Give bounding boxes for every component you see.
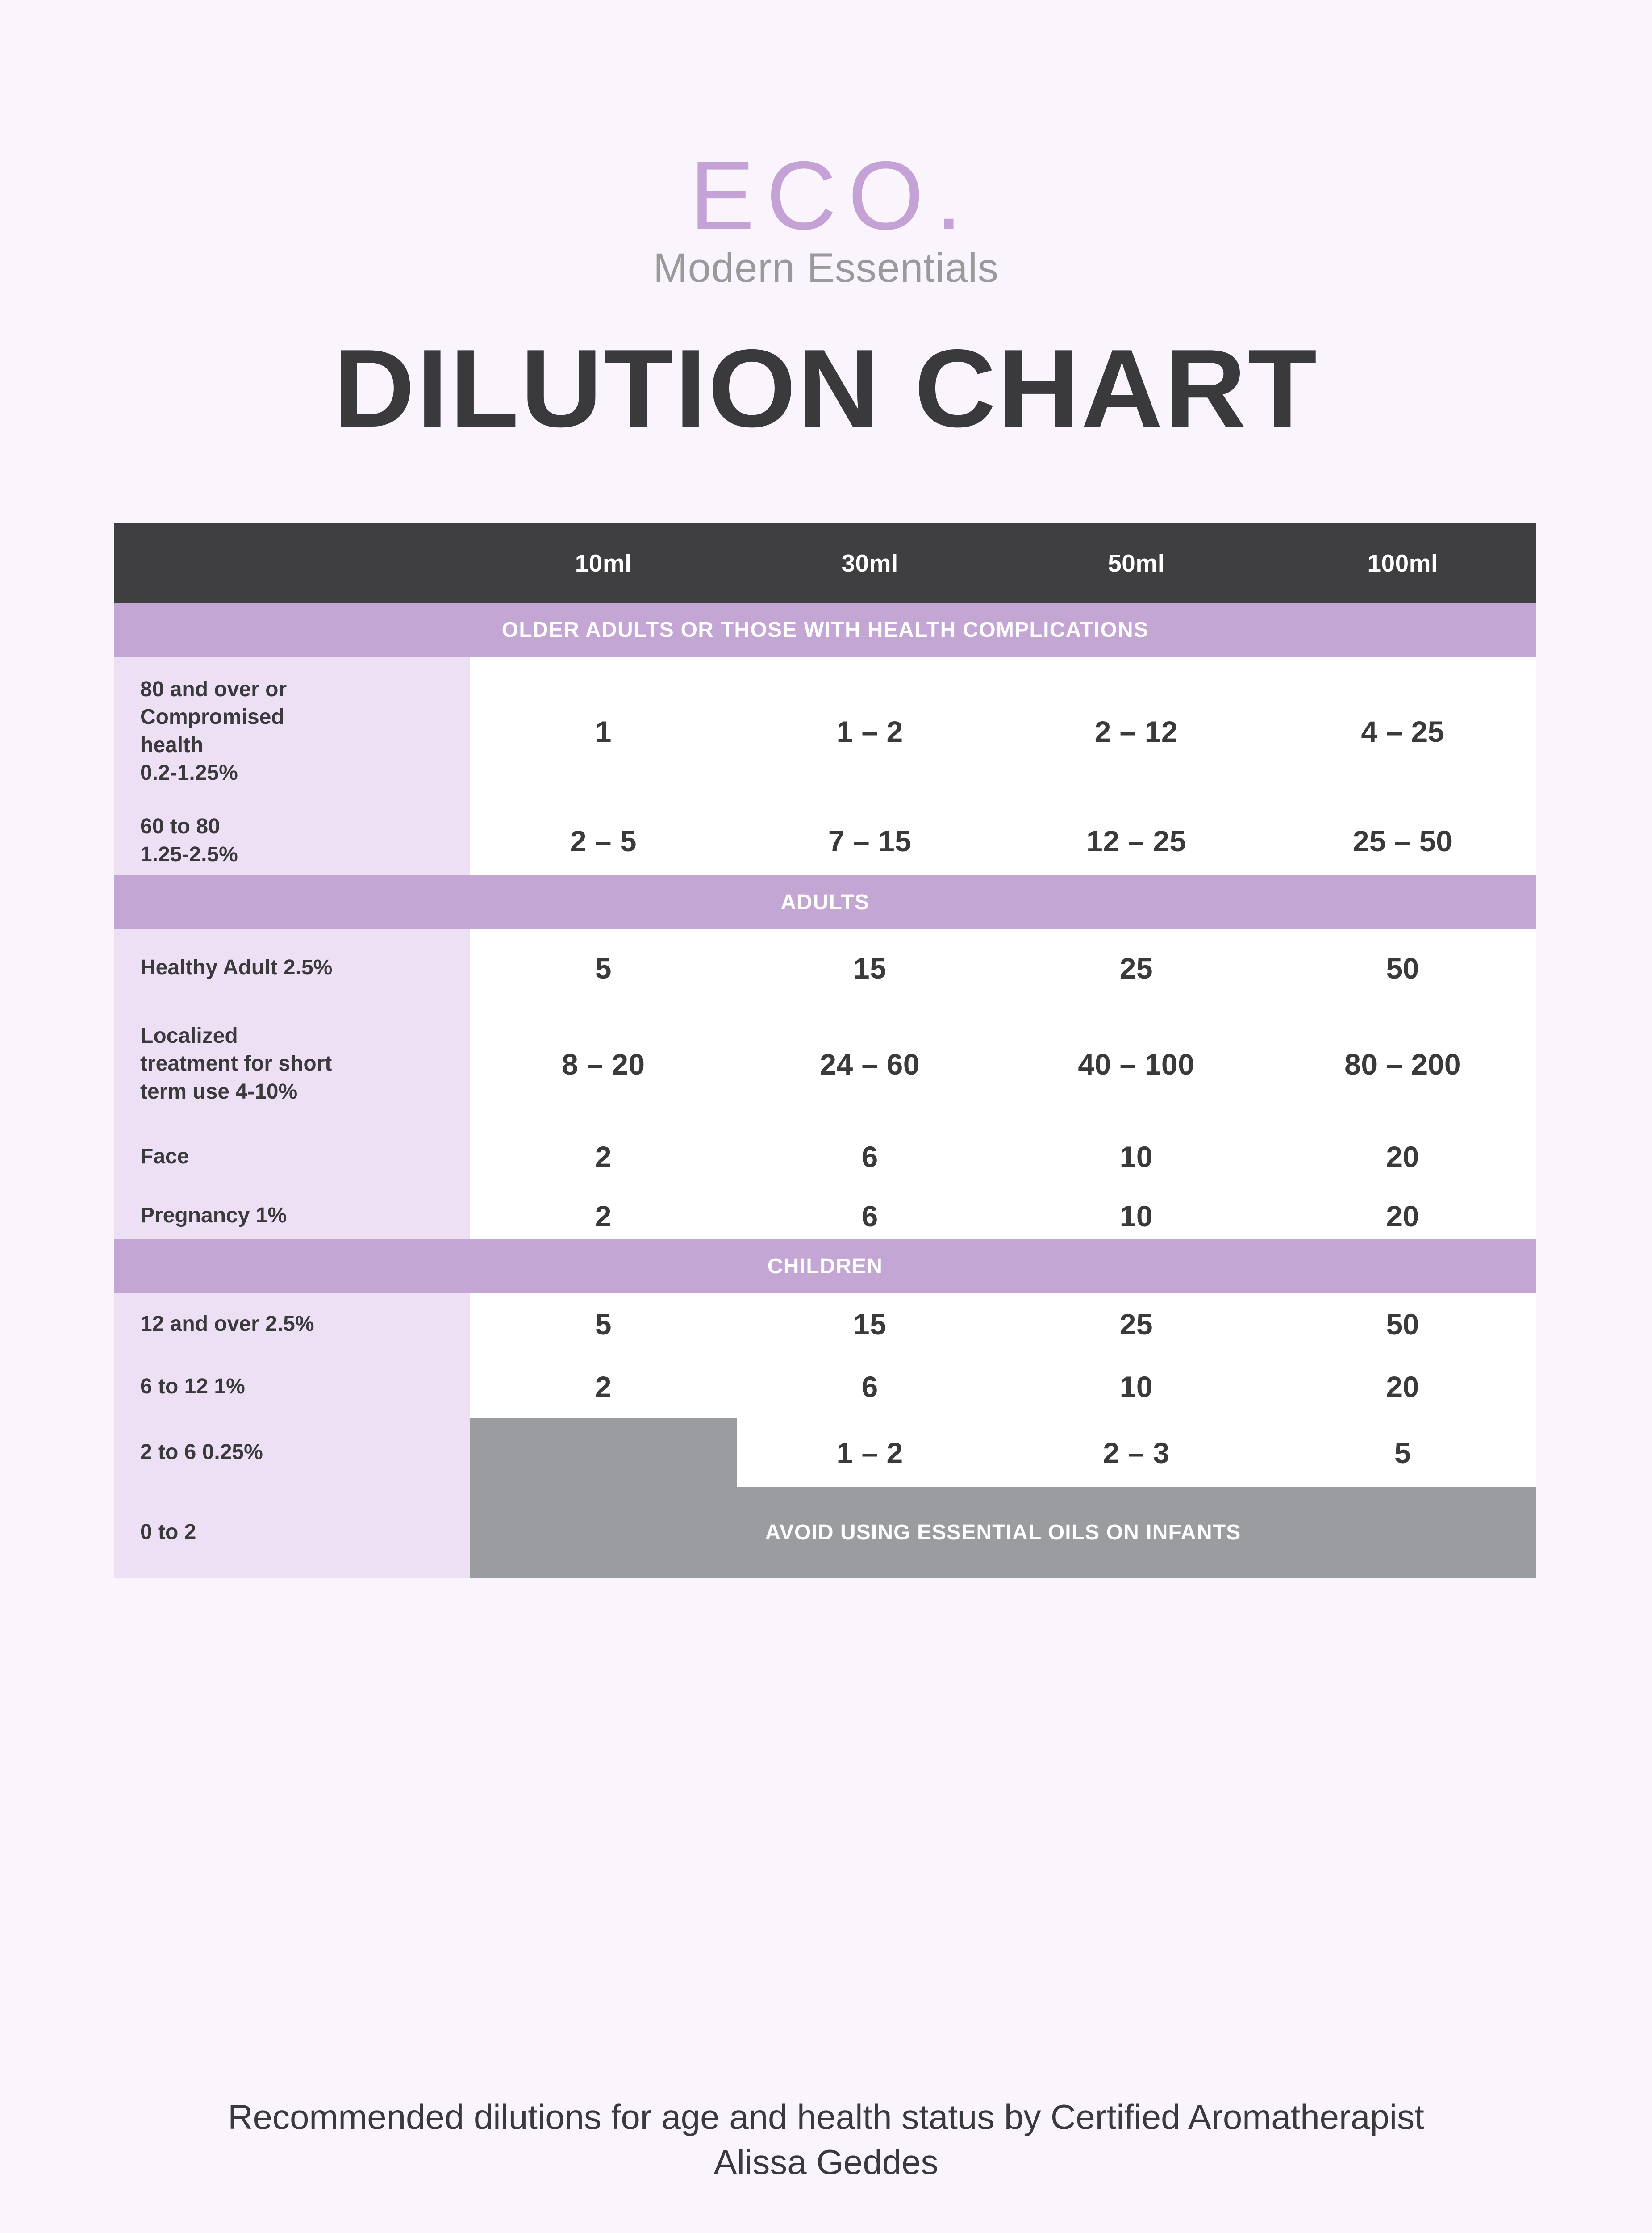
row-label-cell: Pregnancy 1% — [114, 1192, 470, 1239]
table-header-row: 10ml 30ml 50ml 100ml — [114, 523, 1536, 603]
row-label-text: 80 and over or Compromised health 0.2-1.… — [140, 677, 287, 785]
row-label-cell: 0 to 2 — [114, 1487, 470, 1578]
section-title-text: OLDER ADULTS OR THOSE WITH HEALTH COMPLI… — [501, 618, 1149, 642]
row-label-text: 60 to 80 1.25-2.5% — [140, 815, 238, 866]
row-label-text: 2 to 6 0.25% — [140, 1440, 263, 1464]
value-cell-100ml: 20 — [1386, 1370, 1419, 1403]
value-cell-10ml: 5 — [595, 951, 612, 985]
table-row: 60 to 80 1.25-2.5% 2 – 5 7 – 15 12 – 25 … — [114, 806, 1536, 875]
value-cell-30ml: 6 — [861, 1370, 878, 1403]
value-cell-10ml: 8 – 20 — [562, 1047, 645, 1081]
row-label-cell: 2 to 6 0.25% — [114, 1418, 470, 1487]
value-cell-10ml: 2 — [595, 1199, 612, 1233]
value-cell-50ml: 2 – 3 — [1103, 1436, 1170, 1469]
value-cell-100ml: 20 — [1386, 1199, 1419, 1233]
value-cell-30ml: 6 — [861, 1140, 878, 1173]
value-cell-100ml: 4 – 25 — [1361, 715, 1444, 748]
value-cell-100ml: 20 — [1386, 1140, 1419, 1173]
value-cell-30ml: 15 — [853, 1308, 887, 1341]
value-cell-50ml: 10 — [1119, 1140, 1153, 1173]
header-cell-50ml: 50ml — [1108, 549, 1165, 577]
section-title-text: ADULTS — [780, 890, 870, 914]
row-label-text: Face — [140, 1144, 189, 1168]
value-cell-50ml: 40 – 100 — [1078, 1047, 1195, 1081]
header-cell-100ml: 100ml — [1367, 549, 1438, 577]
header-cell-30ml: 30ml — [841, 549, 898, 577]
table-row: 2 to 6 0.25% 1 – 2 2 – 3 5 — [114, 1418, 1536, 1487]
row-label-cell: 60 to 80 1.25-2.5% — [114, 806, 470, 875]
value-cell-50ml: 10 — [1119, 1199, 1153, 1233]
section-header-children: CHILDREN — [114, 1239, 1536, 1293]
value-cell-100ml: 25 – 50 — [1352, 824, 1453, 857]
table-row: Healthy Adult 2.5% 5 15 25 50 — [114, 929, 1536, 1007]
value-cell-10ml: 1 — [595, 715, 612, 748]
dilution-table: 10ml 30ml 50ml 100ml OLDER ADULTS OR THO… — [114, 523, 1536, 1578]
header-cell-10ml: 10ml — [575, 549, 632, 577]
section-header-older-adults: OLDER ADULTS OR THOSE WITH HEALTH COMPLI… — [114, 603, 1536, 657]
brand-mark: ECO. — [689, 142, 974, 250]
footer-note: Recommended dilutions for age and health… — [228, 2097, 1424, 2182]
row-label-text: Localized treatment for short term use 4… — [140, 1024, 332, 1104]
section-header-adults: ADULTS — [114, 875, 1536, 929]
value-cell-50ml: 10 — [1119, 1370, 1153, 1403]
value-cell-10ml-blocked — [470, 1418, 737, 1487]
value-cell-50ml: 25 — [1119, 1308, 1153, 1341]
page-title: DILUTION CHART — [333, 326, 1319, 450]
value-cell-100ml: 5 — [1394, 1436, 1411, 1469]
table-row: Localized treatment for short term use 4… — [114, 1007, 1536, 1121]
value-cell-50ml: 25 — [1119, 951, 1153, 985]
table-row: Face 2 6 10 20 — [114, 1121, 1536, 1192]
value-cell-30ml: 15 — [853, 951, 887, 985]
row-label-text: Pregnancy 1% — [140, 1204, 287, 1228]
row-label-text: Healthy Adult 2.5% — [140, 956, 333, 980]
value-cell-10ml: 5 — [595, 1308, 612, 1341]
row-label-cell: Healthy Adult 2.5% — [114, 929, 470, 1007]
value-cell-10ml: 2 — [595, 1140, 612, 1173]
row-label-cell: Localized treatment for short term use 4… — [114, 1007, 470, 1121]
value-cell-10ml: 2 — [595, 1370, 612, 1403]
value-cell-100ml: 50 — [1386, 951, 1419, 985]
table-row: Pregnancy 1% 2 6 10 20 — [114, 1192, 1536, 1239]
table-row: 80 and over or Compromised health 0.2-1.… — [114, 657, 1536, 806]
value-cell-100ml: 80 – 200 — [1344, 1047, 1461, 1081]
brand-subtitle: Modern Essentials — [653, 245, 999, 291]
value-cell-30ml: 24 – 60 — [820, 1047, 920, 1081]
row-label-text: 0 to 2 — [140, 1520, 196, 1544]
row-label-cell: 80 and over or Compromised health 0.2-1.… — [114, 657, 470, 806]
row-label-text: 12 and over 2.5% — [140, 1312, 314, 1336]
value-cell-30ml: 6 — [861, 1199, 878, 1233]
row-label-cell: 6 to 12 1% — [114, 1355, 470, 1418]
row-label-cell: 12 and over 2.5% — [114, 1293, 470, 1355]
value-cell-50ml: 2 – 12 — [1094, 715, 1178, 748]
value-cell-30ml: 1 – 2 — [836, 715, 903, 748]
row-label-cell: Face — [114, 1121, 470, 1192]
table-row: 12 and over 2.5% 5 15 25 50 — [114, 1293, 1536, 1355]
avoid-infants-banner: AVOID USING ESSENTIAL OILS ON INFANTS — [470, 1487, 1536, 1578]
table-row: 0 to 2 AVOID USING ESSENTIAL OILS ON INF… — [114, 1487, 1536, 1578]
brand-logo: ECO. Modern Essentials — [0, 147, 1652, 289]
value-cell-50ml: 12 – 25 — [1086, 824, 1186, 857]
table-row: 6 to 12 1% 2 6 10 20 — [114, 1355, 1536, 1418]
section-title-text: CHILDREN — [767, 1254, 883, 1278]
value-cell-30ml: 7 – 15 — [828, 824, 912, 857]
row-label-text: 6 to 12 1% — [140, 1374, 245, 1398]
value-cell-30ml: 1 – 2 — [836, 1436, 903, 1469]
value-cell-100ml: 50 — [1386, 1308, 1419, 1341]
value-cell-10ml: 2 – 5 — [570, 824, 637, 857]
